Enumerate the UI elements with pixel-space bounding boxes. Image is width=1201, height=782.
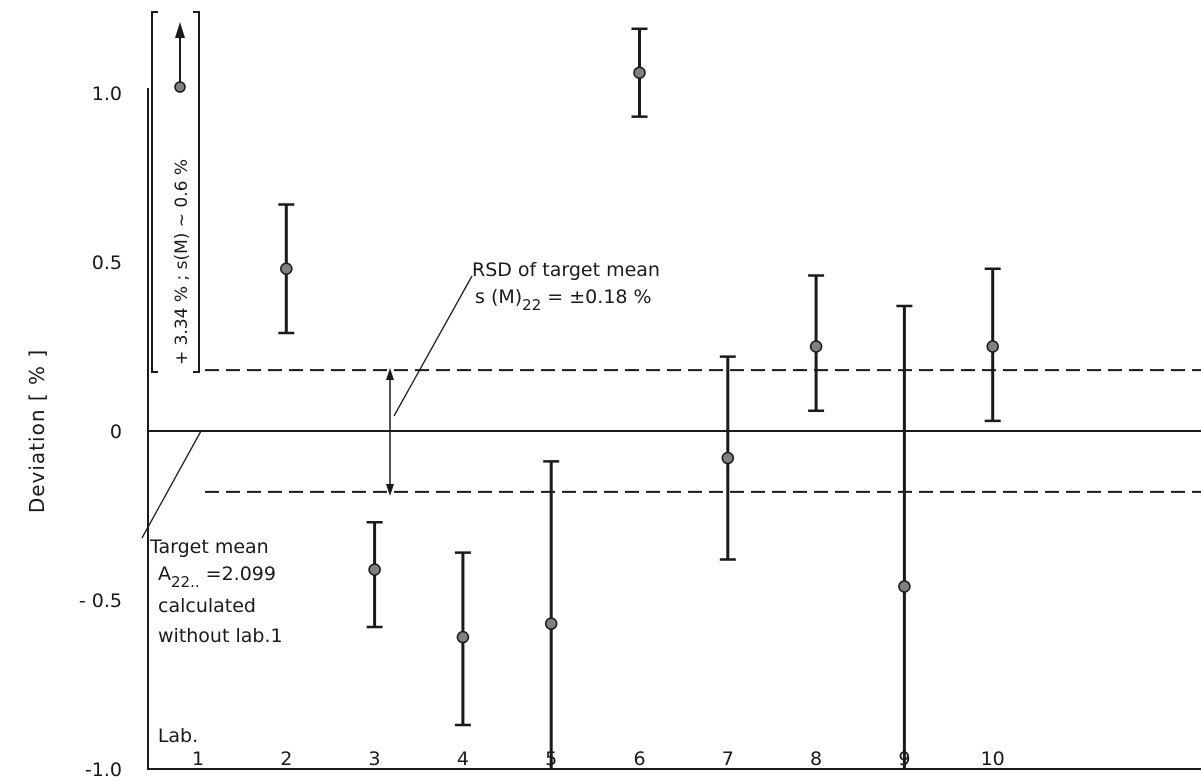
rsd-label: RSD of target mean xyxy=(472,259,660,281)
x-tick-labels: 12345678910 xyxy=(192,748,1005,770)
x-axis-title: Lab. xyxy=(158,725,198,747)
y-tick-labels: 1.0 0.5 0 - 0.5 -1.0 xyxy=(79,83,122,781)
x-tick-label: 8 xyxy=(810,748,822,770)
data-point xyxy=(809,340,823,353)
x-tick-label: 1 xyxy=(192,748,204,770)
rsd-arrow-up xyxy=(386,368,394,380)
target-label: Target mean xyxy=(149,536,269,558)
lab1-outlier-note: + 3.34 % ; s(M) ~ 0.6 % xyxy=(172,159,192,365)
target-note-2: without lab.1 xyxy=(158,625,283,647)
lab1-outlier-box: + 3.34 % ; s(M) ~ 0.6 % xyxy=(151,11,200,373)
lab1-box-frame xyxy=(151,11,200,373)
x-tick-label: 2 xyxy=(280,748,292,770)
data-point xyxy=(544,617,558,630)
target-value: A22.. =2.099 xyxy=(158,563,276,591)
y-tick-label: 0 xyxy=(110,421,122,443)
data-point xyxy=(721,451,735,465)
y-tick-label: 0.5 xyxy=(92,252,122,274)
data-point xyxy=(456,630,470,644)
y-tick-label: -1.0 xyxy=(85,759,122,781)
rsd-annotation: RSD of target mean s (M)22 = ±0.18 % xyxy=(386,259,660,496)
rsd-pointer-line xyxy=(393,275,473,417)
rsd-value: s (M)22 = ±0.18 % xyxy=(475,286,652,314)
lab1-arrow-head xyxy=(175,22,185,38)
data-point xyxy=(898,580,911,593)
x-tick-label: 7 xyxy=(722,748,734,770)
target-pointer-line xyxy=(141,430,202,539)
data-point xyxy=(368,563,381,576)
lab1-point xyxy=(174,81,186,93)
axes xyxy=(147,88,1201,770)
x-tick-label: 3 xyxy=(369,748,381,770)
y-axis-title: Deviation [ % ] xyxy=(25,349,49,513)
data-point xyxy=(633,66,646,79)
y-tick-label: 1.0 xyxy=(92,83,122,105)
target-mean-annotation: Target mean A22.. =2.099 calculated with… xyxy=(141,430,283,647)
x-tick-label: 10 xyxy=(981,748,1005,770)
reference-lines xyxy=(205,369,1201,493)
y-tick-label: - 0.5 xyxy=(79,590,122,612)
data-marks xyxy=(278,27,1001,769)
x-tick-label: 6 xyxy=(633,748,645,770)
data-point xyxy=(986,340,999,353)
x-tick-label: 4 xyxy=(457,748,469,770)
rsd-arrow-down xyxy=(386,484,394,496)
data-point xyxy=(280,262,293,276)
target-note-1: calculated xyxy=(158,595,256,617)
